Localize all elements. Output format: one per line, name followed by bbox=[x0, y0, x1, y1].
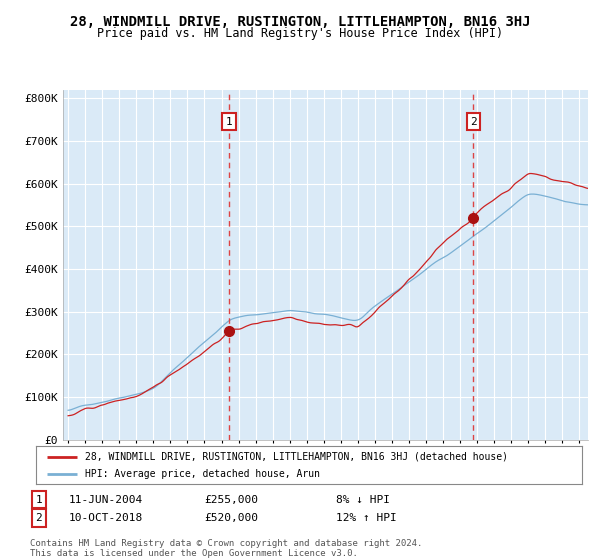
Text: HPI: Average price, detached house, Arun: HPI: Average price, detached house, Arun bbox=[85, 469, 320, 479]
Text: 28, WINDMILL DRIVE, RUSTINGTON, LITTLEHAMPTON, BN16 3HJ (detached house): 28, WINDMILL DRIVE, RUSTINGTON, LITTLEHA… bbox=[85, 451, 508, 461]
Text: 2: 2 bbox=[35, 513, 43, 523]
Text: £520,000: £520,000 bbox=[204, 513, 258, 523]
Text: 8% ↓ HPI: 8% ↓ HPI bbox=[336, 494, 390, 505]
Text: 2: 2 bbox=[470, 116, 476, 127]
Text: 1: 1 bbox=[35, 494, 43, 505]
Text: Contains HM Land Registry data © Crown copyright and database right 2024.
This d: Contains HM Land Registry data © Crown c… bbox=[30, 539, 422, 558]
Text: £255,000: £255,000 bbox=[204, 494, 258, 505]
Text: Price paid vs. HM Land Registry's House Price Index (HPI): Price paid vs. HM Land Registry's House … bbox=[97, 27, 503, 40]
Text: 1: 1 bbox=[226, 116, 232, 127]
Text: 28, WINDMILL DRIVE, RUSTINGTON, LITTLEHAMPTON, BN16 3HJ: 28, WINDMILL DRIVE, RUSTINGTON, LITTLEHA… bbox=[70, 15, 530, 29]
Text: 10-OCT-2018: 10-OCT-2018 bbox=[69, 513, 143, 523]
Text: 12% ↑ HPI: 12% ↑ HPI bbox=[336, 513, 397, 523]
Text: 11-JUN-2004: 11-JUN-2004 bbox=[69, 494, 143, 505]
